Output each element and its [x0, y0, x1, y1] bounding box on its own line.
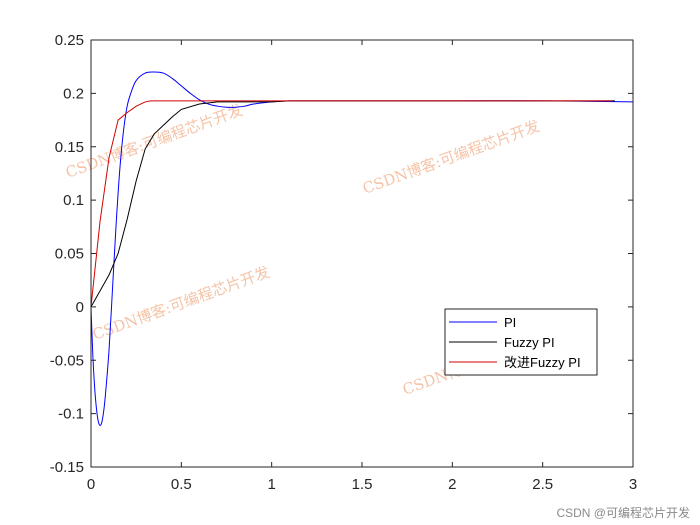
tick-layer: 0 0.5 1 1.5 2 2.5 3 -0.15 -0.1 -0.05 0 0.05 0.1 0.15 0… [50, 32, 637, 493]
x-tick-label: 3 [629, 476, 637, 493]
series-line-improved-fuzzy-pi [91, 100, 612, 307]
y-tick-label: 0.2 [63, 85, 84, 102]
y-tick-label: 0.25 [55, 32, 84, 49]
y-tick-label: 0.1 [63, 192, 84, 209]
y-tick-label: -0.05 [50, 352, 84, 369]
legend: PI Fuzzy PI 改进Fuzzy PI [444, 308, 598, 376]
x-tick-label: 0.5 [171, 476, 192, 493]
y-tick-label: 0.05 [55, 246, 84, 263]
x-tick-label: 2.5 [532, 476, 553, 493]
x-tick-label: 2 [448, 476, 456, 493]
x-tick-label: 0 [87, 476, 95, 493]
y-tick-label: -0.15 [50, 459, 84, 476]
footer-watermark: CSDN @可编程芯片开发 [556, 506, 690, 520]
x-tick-label: 1.5 [352, 476, 373, 493]
y-tick-label: 0.15 [55, 139, 84, 156]
x-tick-label: 1 [267, 476, 275, 493]
legend-label-fuzzy-pi: Fuzzy PI [504, 335, 555, 350]
legend-label-improved-fuzzy-pi: 改进Fuzzy PI [504, 355, 581, 370]
plot-area [91, 40, 633, 467]
legend-label-pi: PI [504, 315, 516, 330]
series-layer [91, 71, 633, 426]
y-tick-label: 0 [76, 299, 84, 316]
y-tick-label: -0.1 [58, 406, 84, 423]
